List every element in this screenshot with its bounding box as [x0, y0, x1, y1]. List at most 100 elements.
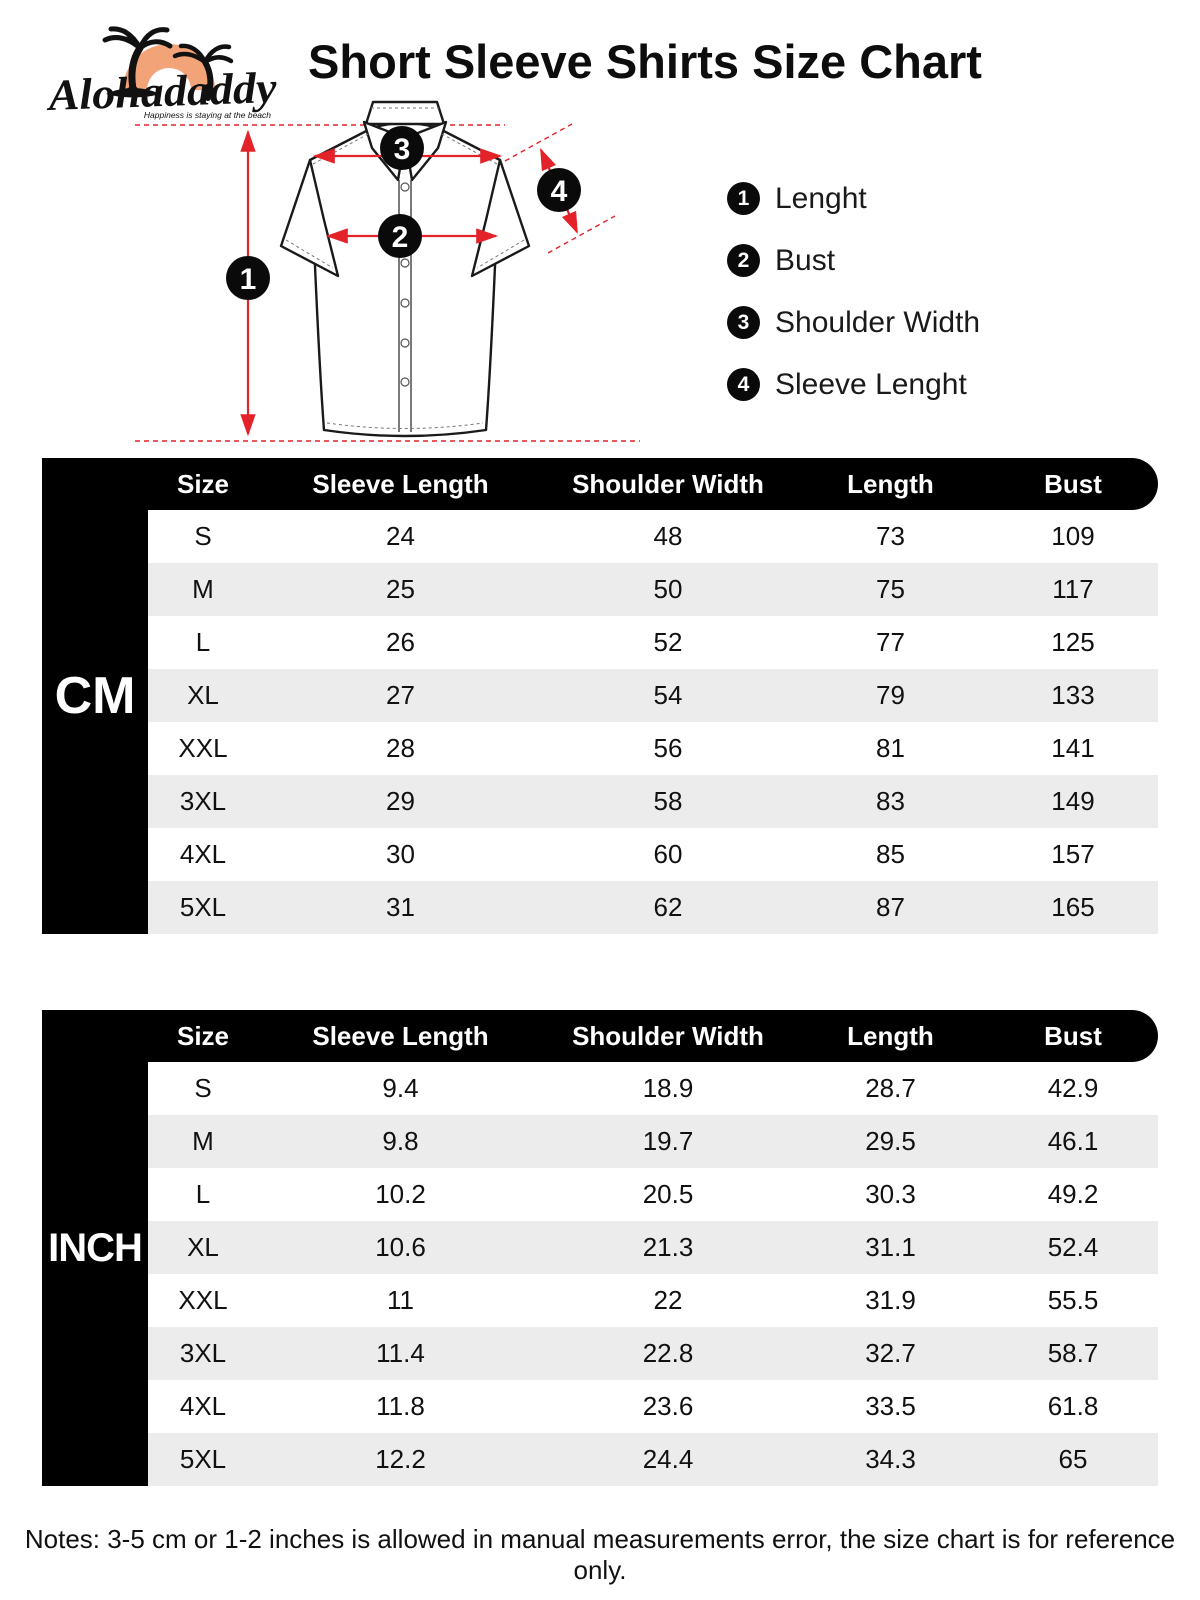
cell-value: 33.5 [865, 1391, 916, 1421]
palm-tree-icon [172, 43, 234, 101]
cell-size: 4XL [179, 1391, 227, 1421]
palm-tree-icon [102, 26, 173, 98]
cell-value: 83 [876, 786, 905, 816]
svg-text:2: 2 [392, 221, 409, 254]
measurements-table-inch: S 9.4 18.9 28.7 42.9 M 9.8 19.7 29.5 46.1 L 10.2 20.… [148, 1062, 1158, 1486]
column-header-shoulder-width: Shoulder Width [572, 468, 764, 499]
cell-value: 25 [386, 574, 415, 604]
cell-value: 31 [386, 892, 415, 922]
table-row: L 26 52 77 125 [148, 616, 1158, 669]
table-row: XXL 28 56 81 141 [148, 722, 1158, 775]
cell-value: 11 [387, 1285, 414, 1315]
unit-label-cm: CM [42, 458, 148, 934]
table-row: 4XL 11.8 23.6 33.5 61.8 [148, 1380, 1158, 1433]
cell-size: S [194, 521, 212, 551]
cell-value: 52.4 [1047, 1232, 1099, 1262]
brand-name: Alohadaddy [45, 63, 278, 120]
column-header-length: Length [847, 1020, 934, 1051]
cell-value: 73 [876, 521, 905, 551]
cell-value: 85 [876, 839, 905, 869]
table-row: S 24 48 73 109 [148, 510, 1158, 563]
notes-text: Notes: 3-5 cm or 1-2 inches is allowed i… [24, 1524, 1176, 1585]
cell-value: 75 [876, 574, 905, 604]
cell-value: 28 [386, 733, 415, 763]
column-header-size: Size [176, 1020, 230, 1051]
cell-value: 10.2 [375, 1179, 426, 1209]
marker-4: 4 [537, 168, 581, 212]
cell-value: 30.3 [865, 1179, 916, 1209]
cell-size: XL [187, 680, 219, 710]
cell-size: M [192, 1126, 214, 1156]
cell-value: 141 [1051, 733, 1095, 763]
cell-size: 3XL [179, 1338, 227, 1368]
cell-value: 49.2 [1047, 1179, 1099, 1209]
column-header-sleeve-length: Sleeve Length [312, 468, 489, 499]
cell-value: 34.3 [865, 1444, 916, 1474]
cell-value: 61.8 [1047, 1391, 1099, 1421]
legend-label: Bust [775, 243, 836, 277]
cell-value: 29.5 [865, 1126, 916, 1156]
marker-3: 3 [380, 126, 424, 170]
cell-value: 62 [653, 892, 683, 922]
cell-value: 79 [876, 680, 905, 710]
cell-value: 18.9 [642, 1073, 694, 1103]
cell-value: 28.7 [865, 1073, 916, 1103]
cell-value: 12.2 [375, 1444, 426, 1474]
cell-value: 58 [653, 786, 683, 816]
cell-value: 31.1 [865, 1232, 916, 1262]
cell-value: 56 [653, 733, 683, 763]
cell-value: 9.4 [382, 1073, 419, 1103]
cell-value: 31.9 [865, 1285, 916, 1315]
legend-item-length: 1 Lenght [727, 182, 980, 215]
cell-size: 3XL [179, 786, 227, 816]
table-row: L 10.2 20.5 30.3 49.2 [148, 1168, 1158, 1221]
cell-value: 54 [653, 680, 683, 710]
cell-value: 109 [1051, 521, 1095, 551]
table-row: M 9.8 19.7 29.5 46.1 [148, 1115, 1158, 1168]
cell-value: 24 [386, 521, 415, 551]
column-header-length: Length [847, 468, 934, 499]
cell-size: 4XL [179, 839, 227, 869]
table-row: XL 27 54 79 133 [148, 669, 1158, 722]
legend-label: Shoulder Width [775, 305, 981, 339]
cell-size: L [195, 627, 211, 657]
brand-tagline: Happiness is staying at the beach [144, 110, 271, 120]
marker-2: 2 [378, 214, 422, 258]
cell-value: 10.6 [375, 1232, 426, 1262]
cell-value: 125 [1051, 627, 1095, 657]
unit-label-inch: INCH [42, 1010, 148, 1486]
measurements-table-cm: S 24 48 73 109 M 25 50 75 117 L 26 52 77 125 XL 27 54 79 13… [148, 510, 1158, 934]
diagram-markers: 1 2 3 4 [226, 126, 581, 300]
cell-value: 117 [1052, 574, 1094, 604]
size-table-cm: CM Size Sleeve Length Shoulder Width Len… [42, 458, 1158, 934]
cell-value: 22 [653, 1285, 683, 1315]
table-row: S 9.4 18.9 28.7 42.9 [148, 1062, 1158, 1115]
cell-value: 52 [653, 627, 683, 657]
cell-value: 87 [876, 892, 905, 922]
legend-item-sleeve-length: 4 Sleeve Lenght [727, 368, 980, 401]
cell-value: 149 [1051, 786, 1095, 816]
svg-text:3: 3 [394, 133, 411, 166]
cell-value: 19.7 [642, 1126, 694, 1156]
cell-size: 5XL [179, 892, 227, 922]
cell-value: 23.6 [642, 1391, 694, 1421]
cell-value: 29 [386, 786, 415, 816]
cell-value: 55.5 [1047, 1285, 1099, 1315]
cell-value: 81 [876, 733, 905, 763]
svg-text:1: 1 [240, 263, 257, 296]
legend-number-badge: 4 [727, 368, 760, 401]
cell-value: 46.1 [1047, 1126, 1099, 1156]
cell-value: 50 [653, 574, 683, 604]
page-title: Short Sleeve Shirts Size Chart [308, 35, 982, 88]
measurement-legend: 1 Lenght 2 Bust 3 Shoulder Width 4 Sleev… [727, 182, 980, 401]
cell-value: 20.5 [642, 1179, 694, 1209]
cell-value: 26 [386, 627, 415, 657]
brand-logo: Alohadaddy Happiness is staying at the b… [45, 26, 278, 120]
legend-number-badge: 1 [727, 182, 760, 215]
table-row: 4XL 30 60 85 157 [148, 828, 1158, 881]
cell-value: 11.8 [376, 1391, 425, 1421]
table-row: 5XL 12.2 24.4 34.3 65 [148, 1433, 1158, 1486]
cell-value: 65 [1058, 1444, 1088, 1474]
cell-value: 11.4 [376, 1338, 425, 1368]
